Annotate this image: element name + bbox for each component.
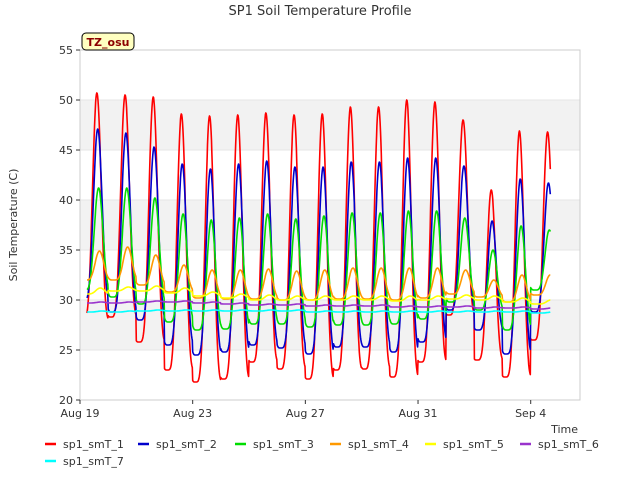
y-axis-label: Soil Temperature (C) bbox=[7, 169, 20, 282]
x-axis: Aug 19 Aug 23 Aug 27 Aug 31 Sep 4 bbox=[61, 400, 546, 420]
y-tick-label: 20 bbox=[59, 394, 73, 407]
x-tick-label: Aug 31 bbox=[399, 407, 438, 420]
x-tick-label: Aug 23 bbox=[173, 407, 212, 420]
legend-label: sp1_smT_4 bbox=[348, 438, 409, 451]
series-line-sp1_smT_4 bbox=[86, 246, 551, 303]
y-tick-label: 40 bbox=[59, 194, 73, 207]
chart-title: SP1 Soil Temperature Profile bbox=[229, 4, 412, 19]
legend-label: sp1_smT_5 bbox=[443, 438, 504, 451]
series-line-sp1_smT_2 bbox=[86, 128, 552, 356]
series-line-sp1_smT_7 bbox=[86, 309, 551, 314]
x-tick-label: Aug 19 bbox=[61, 407, 100, 420]
legend-label: sp1_smT_6 bbox=[538, 438, 599, 451]
series-line-sp1_smT_3 bbox=[86, 187, 552, 331]
site-badge-box bbox=[81, 32, 135, 51]
y-axis: 20 25 30 35 40 45 50 55 bbox=[59, 44, 80, 407]
series-line-sp1_smT_1 bbox=[86, 92, 552, 383]
x-tick-label: Aug 27 bbox=[286, 407, 325, 420]
legend-label: sp1_smT_2 bbox=[156, 438, 217, 451]
y-tick-label: 45 bbox=[59, 144, 73, 157]
y-tick-label: 35 bbox=[59, 244, 73, 257]
y-tick-label: 25 bbox=[59, 344, 73, 357]
series-line-sp1_smT_5 bbox=[86, 285, 551, 305]
series-layer bbox=[86, 92, 552, 383]
y-tick-label: 55 bbox=[59, 44, 73, 57]
legend-label: sp1_smT_7 bbox=[63, 455, 124, 468]
legend-label: sp1_smT_1 bbox=[63, 438, 124, 451]
legend-label: sp1_smT_3 bbox=[253, 438, 314, 451]
grid-band bbox=[80, 100, 580, 150]
y-tick-label: 30 bbox=[59, 294, 73, 307]
x-tick-label: Sep 4 bbox=[515, 407, 546, 420]
plot-frame bbox=[79, 49, 581, 401]
legend: sp1_smT_1 sp1_smT_2 sp1_smT_3 sp1_smT_4 sp1_… bbox=[45, 438, 599, 468]
site-badge-label: TZ_osu bbox=[87, 36, 130, 49]
y-tick-label: 50 bbox=[59, 94, 73, 107]
x-axis-label: Time bbox=[550, 423, 578, 436]
grid-band bbox=[80, 200, 580, 250]
site-badge: TZ_osu bbox=[81, 32, 135, 51]
series-line-sp1_smT_6 bbox=[86, 300, 551, 310]
